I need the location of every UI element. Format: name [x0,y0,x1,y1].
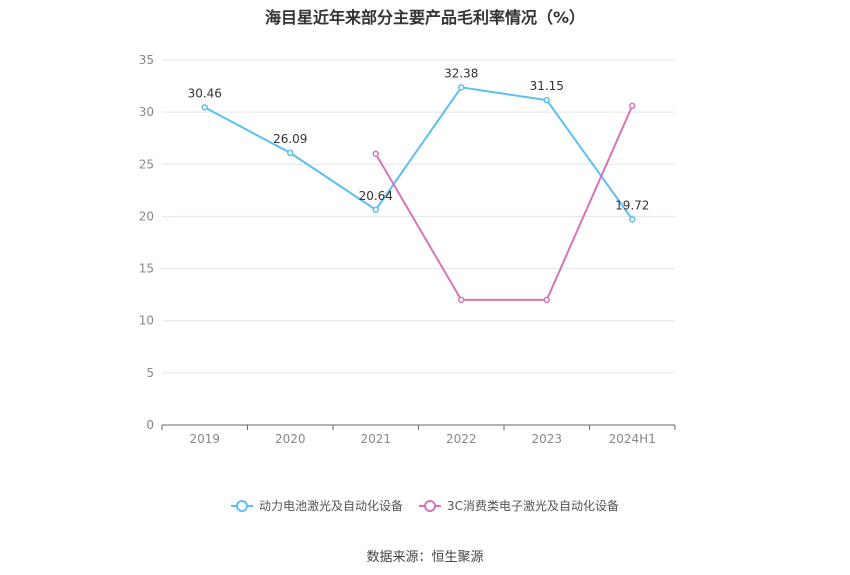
legend-label: 动力电池激光及自动化设备 [258,499,403,513]
x-tick-label: 2023 [531,432,562,446]
grid-lines [162,59,675,374]
data-label: 19.72 [615,198,649,212]
data-point [629,102,636,110]
legend-item-3c-consumer[interactable]: 3C消费类电子激光及自动化设备 [419,497,619,514]
data-point [287,149,294,157]
x-axis: 2019 2020 2021 2022 2023 2024H1 [161,424,676,446]
x-tick-label: 2020 [275,432,306,446]
data-point [458,84,465,91]
y-tick-label: 0 [146,418,154,432]
data-label: 20.64 [359,189,393,203]
data-point [629,216,636,223]
y-axis: 0 5 10 15 20 25 30 35 [139,53,154,432]
data-label: 26.09 [273,132,307,146]
x-tick-label: 2019 [189,432,220,446]
data-point [201,104,208,111]
series-line-1 [374,105,634,301]
y-tick-label: 20 [139,209,154,223]
data-point [543,296,550,304]
x-tick-label: 2024H1 [609,432,656,446]
data-point [458,296,465,304]
data-label: 32.38 [444,66,478,80]
data-label: 30.46 [188,86,222,100]
data-point [372,206,379,214]
line-chart: 0 5 10 15 20 25 30 35 2019 2020 2021 2022 2023 2024H… [139,53,676,446]
data-label: 31.15 [530,79,564,93]
data-labels: 30.46 26.09 20.64 32.38 31.15 19.72 [188,66,650,212]
legend-marker-icon [419,499,441,512]
y-tick-label: 5 [146,366,154,380]
series-line-0 [204,86,634,220]
x-tick-label: 2021 [360,432,391,446]
x-tick-label: 2022 [446,432,477,446]
legend-label: 3C消费类电子激光及自动化设备 [447,499,620,513]
y-tick-label: 30 [139,105,154,119]
y-tick-label: 10 [139,314,154,328]
series-layer [201,84,636,304]
data-point [372,150,379,158]
legend-item-power-battery[interactable]: 动力电池激光及自动化设备 [230,497,403,514]
data-point [543,96,550,104]
legend: 动力电池激光及自动化设备 3C消费类电子激光及自动化设备 [0,497,850,514]
y-tick-label: 15 [139,262,154,276]
legend-marker-icon [230,499,253,512]
chart-title: 海目星近年来部分主要产品毛利率情况（%） [264,8,586,27]
source-note: 数据来源：恒生聚源 [366,550,484,565]
y-tick-label: 35 [139,53,154,67]
y-tick-label: 25 [139,157,154,171]
